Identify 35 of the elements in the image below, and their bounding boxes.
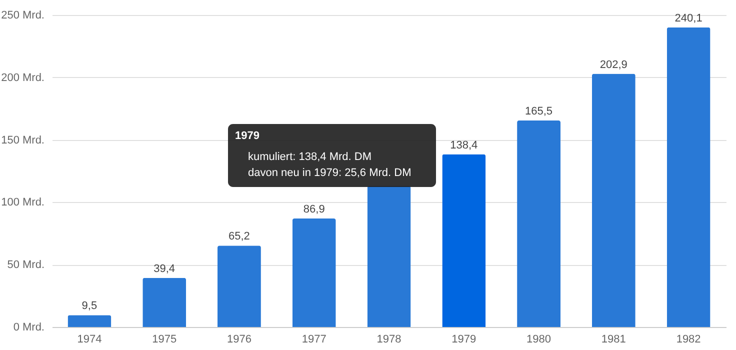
bar (142, 278, 186, 327)
x-tick-label: 1981 (601, 334, 626, 346)
data-label: 138,4 (450, 139, 478, 152)
x-tick-label: 1982 (676, 334, 701, 346)
x-tick-label: 1977 (302, 334, 326, 346)
annotation: davon neu in 1979: 25,6 Mrd. DM (248, 167, 412, 179)
data-label: 165,5 (525, 105, 553, 118)
y-tick-label: 100 Mrd. (1, 196, 44, 209)
bar (292, 218, 336, 327)
bar (68, 315, 112, 327)
x-tick-label: 1974 (77, 334, 102, 346)
bar (367, 186, 411, 327)
data-label: 202,9 (600, 58, 628, 71)
data-label: 39,4 (154, 262, 176, 275)
y-tick-label: 0 Mrd. (13, 322, 44, 334)
annotation: 1979 (235, 130, 260, 142)
y-tick-label: 250 Mrd. (1, 10, 44, 22)
x-tick-label: 1978 (376, 334, 402, 346)
data-label: 86,9 (303, 204, 325, 216)
x-tick-label: 1975 (152, 334, 177, 346)
bar (666, 27, 710, 327)
y-tick-label: 200 Mrd. (1, 72, 44, 84)
data-label: 65,2 (228, 230, 250, 243)
bar (218, 246, 261, 327)
y-tick-label: 150 Mrd. (1, 134, 44, 146)
bar (517, 120, 560, 327)
x-tick-label: 1979 (452, 334, 476, 346)
bar (442, 154, 486, 327)
bar (592, 74, 636, 327)
x-tick-label: 1976 (226, 334, 252, 346)
y-tick-label: 50 Mrd. (7, 259, 44, 272)
data-label: 240,1 (674, 12, 702, 24)
x-tick-label: 1980 (526, 334, 552, 346)
data-label: 9,5 (82, 300, 98, 312)
annotation: kumuliert: 138,4 Mrd. DM (248, 151, 372, 163)
